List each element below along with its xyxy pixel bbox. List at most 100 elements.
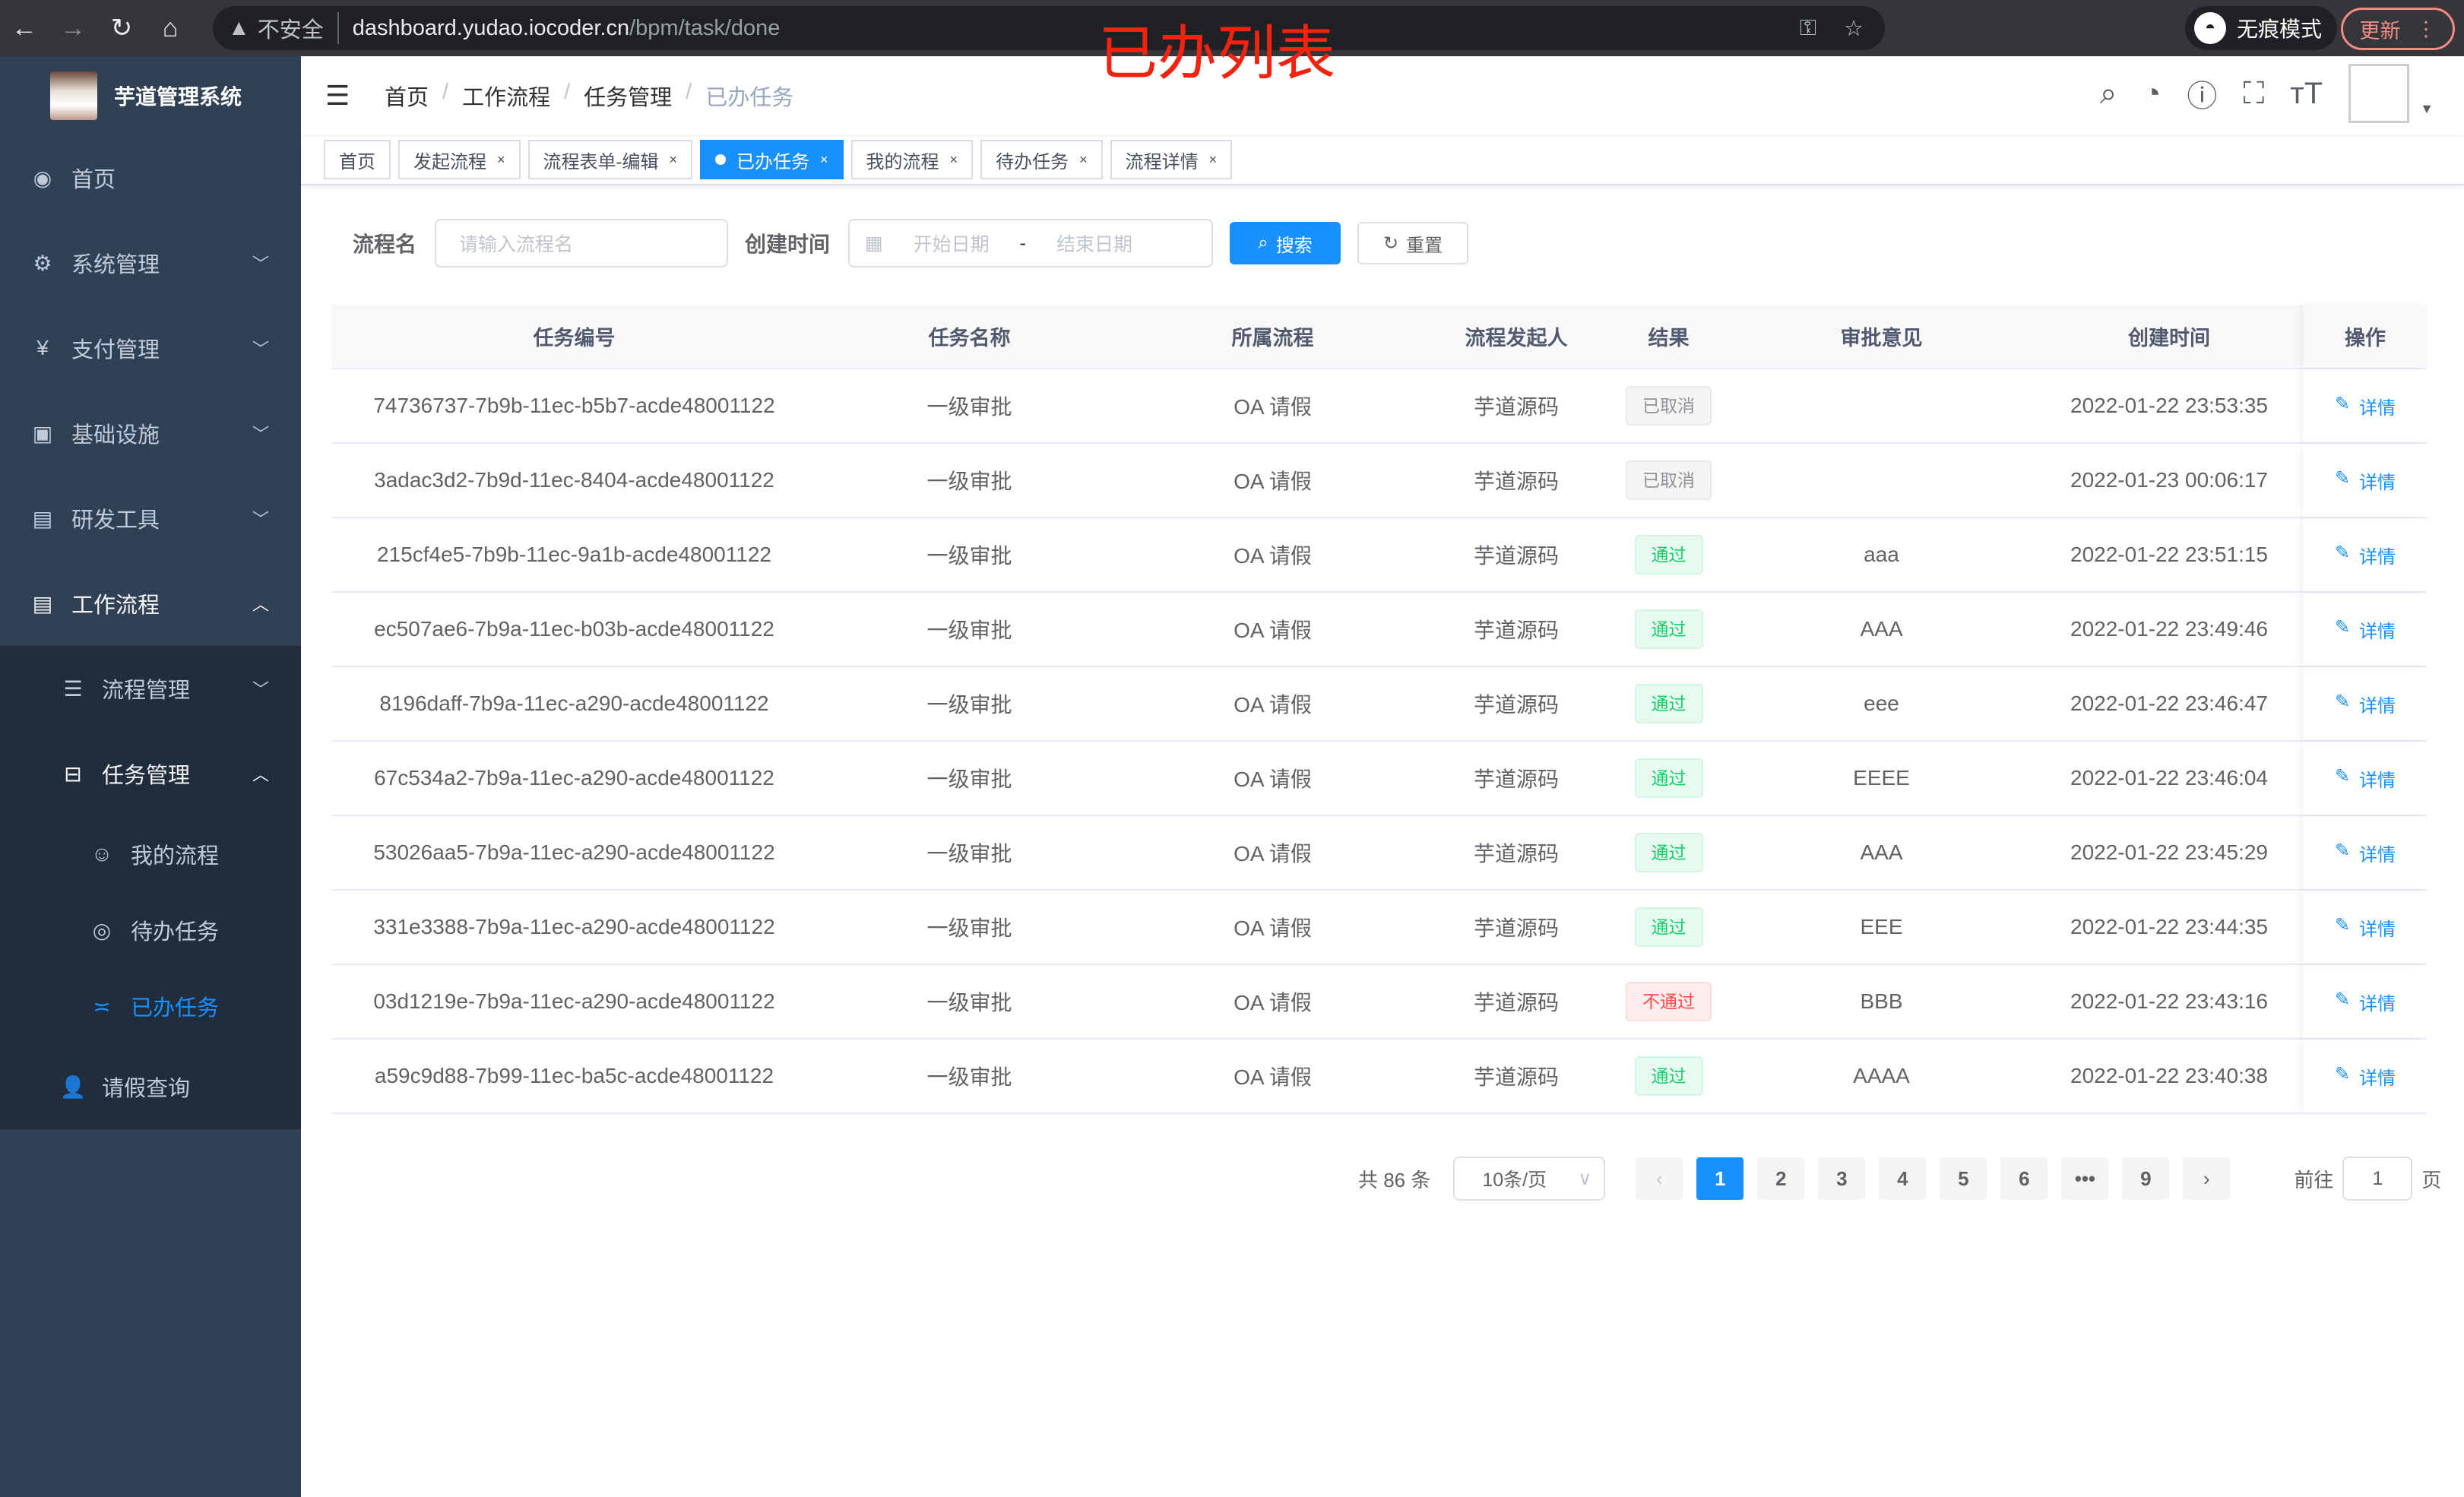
date-range-picker[interactable]: ▦ 开始日期 - 结束日期 — [848, 219, 1214, 267]
create-time: 2022-01-22 23:53:35 — [2070, 394, 2268, 417]
detail-button[interactable]: ✎ 详情 — [2335, 765, 2396, 792]
page-button[interactable]: 5 — [1940, 1157, 1987, 1200]
sidebar-item-devtools[interactable]: ▤ 研发工具 ﹀ — [0, 476, 301, 561]
page-button[interactable]: 1 — [1696, 1157, 1744, 1200]
close-icon[interactable]: × — [949, 151, 958, 167]
sidebar-item-home[interactable]: ◉ 首页 — [0, 135, 301, 220]
sidebar-item-leave[interactable]: 👤 请假查询 — [0, 1044, 301, 1129]
tag-6[interactable]: 流程详情 × — [1110, 140, 1233, 179]
page-button[interactable]: 6 — [2000, 1157, 2048, 1200]
label: 支付管理 — [71, 338, 160, 362]
sidebar-item-my-process[interactable]: ☺ 我的流程 — [0, 816, 301, 892]
close-icon[interactable]: × — [497, 151, 505, 167]
detail-button[interactable]: ✎ 详情 — [2335, 989, 2396, 1015]
incognito-badge[interactable]: ◓ 无痕模式 — [2185, 6, 2338, 50]
address-bar[interactable]: ▲ 不安全 dashboard.yudao.iocoder.cn/bpm/tas… — [213, 6, 1885, 50]
tag-5[interactable]: 待办任务 × — [980, 140, 1103, 179]
task-id: 8196daff-7b9a-11ec-a290-acde48001122 — [379, 692, 769, 715]
comment: AAAA — [1853, 1064, 1910, 1087]
help-icon[interactable]: ⓘ — [2187, 80, 2218, 113]
key-icon[interactable]: ⚿ — [1799, 15, 1816, 40]
close-icon[interactable]: × — [1079, 151, 1088, 167]
tag-label: 我的流程 — [866, 151, 939, 172]
create-time: 2022-01-22 23:44:35 — [2070, 915, 2268, 938]
detail-button[interactable]: ✎ 详情 — [2335, 467, 2396, 494]
caret-down-icon[interactable]: ▼ — [2420, 100, 2434, 116]
page-button[interactable]: ••• — [2061, 1157, 2109, 1200]
update-button[interactable]: 更新 ⋮ — [2341, 8, 2455, 50]
sidebar-item-done[interactable]: ≍ 已办任务 — [0, 968, 301, 1044]
page-size-select[interactable]: 10条/页 ∨ — [1453, 1157, 1606, 1201]
task-name: 一级审批 — [926, 693, 1012, 717]
table-row: 03d1219e-7b9a-11ec-a290-acde48001122 一级审… — [331, 965, 2427, 1040]
home-icon[interactable]: ⌂ — [162, 13, 179, 43]
goto-value: 1 — [2372, 1167, 2383, 1189]
breadcrumb-item[interactable]: 工作流程 — [462, 86, 551, 110]
sidebar-item-process-manage[interactable]: ☰ 流程管理 ﹀ — [0, 646, 301, 731]
font-size-icon[interactable]: ᴛT — [2290, 76, 2323, 110]
warning-icon: ▲ — [228, 15, 250, 40]
detail-button[interactable]: ✎ 详情 — [2335, 542, 2396, 568]
status-badge: 通过 — [1634, 684, 1703, 723]
reload-icon[interactable]: ↻ — [110, 14, 133, 43]
detail-button[interactable]: ✎ 详情 — [2335, 691, 2396, 717]
tag-3[interactable]: 已办任务 × — [700, 140, 844, 179]
header-result: 结果 — [1648, 327, 1690, 350]
close-icon[interactable]: × — [1208, 151, 1218, 167]
chevron-up-icon: ︿ — [252, 765, 269, 784]
process-name: OA 请假 — [1234, 767, 1312, 791]
page-button[interactable]: 9 — [2122, 1157, 2170, 1200]
search-icon[interactable]: ⌕ — [2099, 76, 2117, 110]
detail-button[interactable]: ✎ 详情 — [2335, 1063, 2396, 1090]
people-icon: ☺ — [90, 842, 113, 866]
page-button[interactable]: 4 — [1879, 1157, 1927, 1200]
prev-page-button[interactable]: ‹ — [1636, 1157, 1683, 1200]
table-row: 53026aa5-7b9a-11ec-a290-acde48001122 一级审… — [331, 816, 2427, 891]
page-button[interactable]: 3 — [1818, 1157, 1866, 1200]
back-icon[interactable]: ← — [11, 13, 37, 43]
github-icon[interactable]: ◔ — [2143, 76, 2162, 110]
sidebar-item-system[interactable]: ⚙ 系统管理 ﹀ — [0, 220, 301, 305]
create-time: 2022-01-22 23:40:38 — [2070, 1064, 2268, 1087]
breadcrumb: 首页 / 工作流程 / 任务管理 / 已办任务 — [385, 80, 793, 112]
fullscreen-icon[interactable]: ⛶ — [2243, 76, 2265, 110]
result-cell: 通过 — [1609, 907, 1728, 947]
close-icon[interactable]: × — [820, 151, 828, 167]
sidebar-item-infra[interactable]: ▣ 基础设施 ﹀ — [0, 391, 301, 476]
sidebar-item-pay[interactable]: ¥ 支付管理 ﹀ — [0, 305, 301, 391]
reset-button[interactable]: ↻ 重置 — [1357, 222, 1469, 264]
tag-0[interactable]: 首页 — [324, 140, 391, 179]
process-name: OA 请假 — [1234, 619, 1312, 642]
detail-button[interactable]: ✎ 详情 — [2335, 616, 2396, 643]
goto-page-input[interactable]: 1 — [2342, 1157, 2413, 1201]
app-logo[interactable]: 芋道管理系统 — [0, 56, 301, 135]
detail-button[interactable]: ✎ 详情 — [2335, 840, 2396, 866]
tag-4[interactable]: 我的流程 × — [850, 140, 974, 179]
next-page-button[interactable]: › — [2183, 1157, 2231, 1200]
initiator: 芋道源码 — [1473, 395, 1559, 419]
sidebar-item-workflow[interactable]: ▤ 工作流程 ︿ — [0, 561, 301, 646]
tag-1[interactable]: 发起流程 × — [398, 140, 521, 179]
avatar[interactable] — [2348, 64, 2410, 123]
edit-icon: ✎ — [2334, 691, 2351, 712]
hamburger-icon[interactable]: ☰ — [325, 80, 350, 111]
breadcrumb-item[interactable]: 任务管理 — [584, 86, 673, 110]
forward-icon[interactable]: → — [60, 13, 86, 43]
close-icon[interactable]: × — [669, 151, 678, 167]
sidebar-item-task-manage[interactable]: ⊟ 任务管理 ︿ — [0, 731, 301, 816]
star-icon[interactable]: ☆ — [1844, 16, 1864, 41]
detail-button[interactable]: ✎ 详情 — [2335, 914, 2396, 941]
create-time: 2022-01-22 23:43:16 — [2070, 989, 2268, 1013]
process-name-input[interactable]: 请输入流程名 — [435, 219, 729, 267]
detail-button[interactable]: ✎ 详情 — [2335, 393, 2396, 419]
task-id: 53026aa5-7b9a-11ec-a290-acde48001122 — [373, 840, 775, 864]
placeholder: 请输入流程名 — [459, 234, 574, 255]
tag-2[interactable]: 流程表单-编辑 × — [527, 140, 693, 179]
search-button[interactable]: ⌕ 搜索 — [1230, 222, 1341, 264]
sidebar: 芋道管理系统 ◉ 首页 ⚙ 系统管理 ﹀ ¥ 支付管理 ﹀ ▣ 基础设施 ﹀ ▤ 研发工具 ﹀ ▤… — [0, 56, 301, 1497]
process-name-label: 流程名 — [353, 233, 417, 256]
sidebar-item-todo[interactable]: ◎ 待办任务 — [0, 892, 301, 968]
table-row: 74736737-7b9b-11ec-b5b7-acde48001122 一级审… — [331, 369, 2427, 444]
page-button[interactable]: 2 — [1757, 1157, 1805, 1200]
breadcrumb-item[interactable]: 首页 — [385, 86, 429, 110]
